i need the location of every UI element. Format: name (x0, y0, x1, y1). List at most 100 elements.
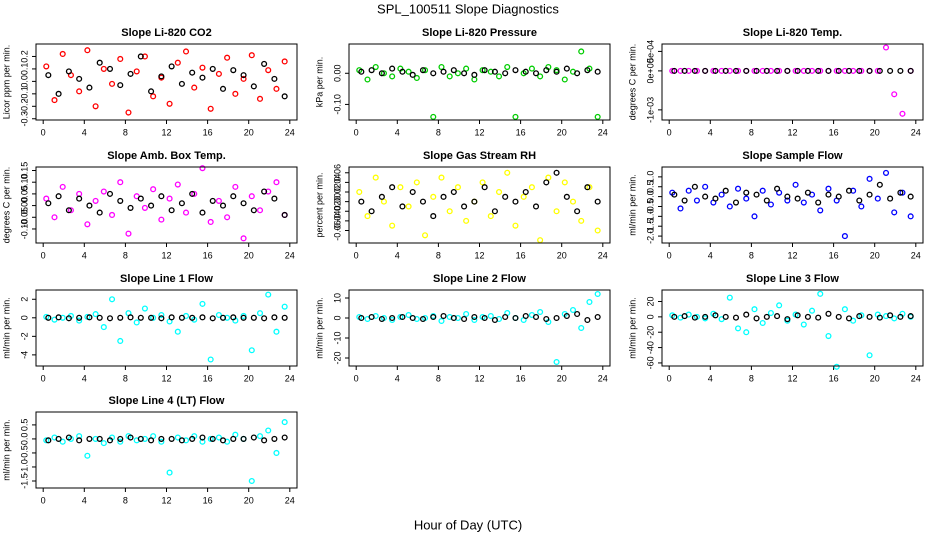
point (43, 63, 50, 70)
point (248, 52, 255, 59)
y-tick-label: -60 (645, 356, 655, 369)
x-tick-label: 20 (870, 127, 880, 137)
point (224, 314, 231, 321)
point (681, 197, 688, 204)
point (100, 440, 107, 447)
point (876, 314, 883, 321)
panel-title: Slope Line 3 Flow (746, 273, 839, 285)
point (710, 67, 717, 74)
point (743, 67, 750, 74)
point (677, 67, 684, 74)
point (380, 198, 387, 205)
point (561, 179, 568, 186)
x-tick-label: 16 (203, 127, 213, 137)
point (528, 184, 535, 191)
x-tick-label: 20 (244, 373, 254, 383)
point (841, 67, 848, 74)
y-tick-label: -1e-03 (645, 97, 655, 123)
point (887, 312, 894, 319)
y-tick-label: 5e-04 (645, 40, 655, 63)
point (794, 67, 801, 74)
point (532, 203, 540, 210)
point (106, 65, 114, 72)
panel-title: Slope Line 1 Flow (120, 273, 213, 285)
point (693, 67, 700, 74)
x-tick-label: 24 (598, 127, 608, 137)
point (148, 437, 155, 444)
panel-title: Slope Li-820 Pressure (422, 27, 537, 39)
point (845, 67, 853, 74)
point (389, 65, 396, 72)
point (833, 363, 840, 370)
point (199, 64, 206, 71)
point (358, 68, 365, 75)
point (230, 193, 237, 200)
point (563, 65, 570, 72)
x-tick-label: 8 (123, 127, 128, 137)
point (553, 208, 560, 215)
point (413, 179, 420, 186)
point (537, 73, 544, 80)
point (207, 218, 214, 226)
point (421, 67, 429, 74)
point (399, 68, 406, 75)
point (825, 185, 832, 192)
x-tick-label: 24 (285, 250, 295, 260)
point (743, 189, 750, 196)
point (794, 312, 801, 319)
x-tick-label: 20 (557, 250, 567, 260)
point (224, 214, 231, 221)
point (108, 80, 116, 87)
y-tick-label: 0.1 (19, 63, 29, 76)
point (702, 313, 709, 320)
point (734, 67, 742, 74)
point (215, 434, 222, 441)
point (189, 314, 196, 321)
x-tick-label: 12 (787, 127, 797, 137)
point (250, 207, 257, 214)
point (158, 438, 165, 445)
point (784, 197, 791, 204)
point (55, 193, 62, 200)
y-tick-label: -0.06 (332, 220, 342, 241)
point (495, 188, 503, 196)
point (528, 65, 535, 72)
point (722, 67, 729, 74)
point (65, 68, 72, 75)
x-tick-label: 16 (516, 373, 526, 383)
point (96, 59, 103, 66)
point (671, 67, 678, 74)
point (59, 183, 66, 190)
y-tick-label: -0.1 (19, 86, 29, 102)
point (794, 195, 801, 202)
point (691, 183, 698, 190)
point (76, 88, 83, 95)
point (722, 187, 729, 194)
point (743, 329, 750, 336)
point (240, 72, 247, 79)
point (718, 67, 725, 74)
point (553, 169, 560, 176)
point (586, 298, 593, 306)
x-tick-label: 0 (41, 250, 46, 260)
y-tick-label: -40 (645, 341, 655, 354)
point (281, 303, 288, 310)
point (845, 315, 853, 322)
point (450, 314, 457, 322)
point (584, 316, 591, 324)
point (76, 437, 83, 444)
point (463, 65, 470, 72)
point (419, 67, 427, 74)
x-tick-label: 8 (436, 373, 441, 383)
point (858, 67, 865, 74)
point (784, 316, 791, 323)
point (240, 314, 247, 321)
x-tick-label: 20 (244, 495, 254, 505)
point (368, 313, 375, 321)
point (265, 291, 272, 298)
point (59, 50, 66, 58)
y-axis-label: Licor ppm per min. (1, 45, 11, 120)
point (543, 179, 550, 186)
point (189, 69, 196, 76)
point (726, 203, 733, 210)
